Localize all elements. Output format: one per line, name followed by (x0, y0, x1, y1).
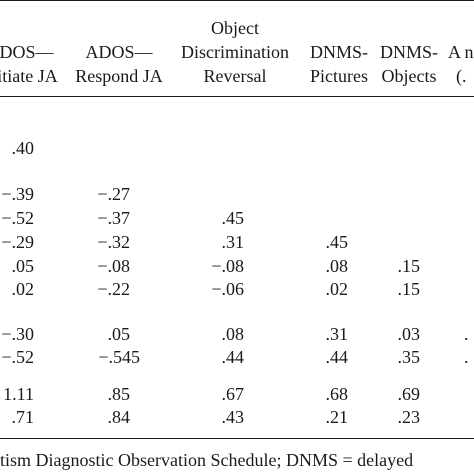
table-cell: −.545 (98, 347, 140, 367)
table-cell: .84 (107, 407, 131, 427)
table-cell: .05 (107, 324, 131, 344)
table-cell: .44 (221, 347, 245, 367)
header-ados-initiate-line-1: ADOS— (0, 42, 54, 62)
table-cell: −.52 (1, 347, 34, 367)
table-cell: .23 (397, 407, 421, 427)
table-cell: .03 (397, 324, 421, 344)
table-cell: .02 (325, 279, 349, 299)
table-cell: .45 (325, 232, 349, 252)
table-cell: −.22 (97, 279, 130, 299)
table-cell: −.29 (1, 232, 34, 252)
header-ados-initiate-line-2: Initiate JA (0, 66, 58, 86)
header-rule (0, 96, 474, 97)
table-cell: .43 (221, 407, 245, 427)
table-cell: −.30 (1, 324, 34, 344)
header-ados-respond-line-2: Respond JA (75, 66, 163, 86)
header-sixth-line-1: A n (448, 42, 474, 62)
table-cell: −.52 (1, 208, 34, 228)
header-object-line-3: Reversal (203, 66, 267, 86)
table-cell: .21 (325, 407, 349, 427)
table-cell: .40 (11, 138, 35, 158)
table-cell: −.32 (97, 232, 130, 252)
table-cell: 1.11 (3, 384, 34, 404)
table-footnote: tism Diagnostic Observation Schedule; DN… (0, 450, 414, 470)
table-cell: .67 (221, 384, 245, 404)
table-cell: −.08 (211, 256, 244, 276)
table-cell: .68 (325, 384, 349, 404)
header-dnms-pictures-line-1: DNMS- (309, 42, 368, 62)
bottom-rule (0, 438, 474, 439)
table-cell: .71 (11, 407, 35, 427)
table-cell: −.37 (97, 208, 130, 228)
header-object-line-1: Object (211, 18, 259, 38)
table-cell: .31 (325, 324, 349, 344)
table-cell: .08 (221, 324, 245, 344)
table-cell: −.06 (211, 279, 244, 299)
table-cell: .15 (397, 256, 421, 276)
table-cell: .08 (325, 256, 349, 276)
header-dnms-pictures-line-2: Pictures (310, 66, 368, 86)
table-cell: .45 (221, 208, 245, 228)
table-cell: .85 (107, 384, 131, 404)
header-object-line-2: Discrimination (181, 42, 289, 62)
header-dnms-objects-line-2: Objects (381, 66, 437, 86)
table-cell: −.27 (97, 184, 130, 204)
table-cell: .44 (325, 347, 349, 367)
header-sixth-line-2: (. (456, 66, 467, 86)
table-cell: . (464, 347, 469, 367)
table-cell: .15 (397, 279, 421, 299)
table-cell: .31 (221, 232, 245, 252)
table-cell: .05 (11, 256, 35, 276)
table-cell: −.08 (97, 256, 130, 276)
header-ados-respond-line-1: ADOS— (85, 42, 153, 62)
table-cell: . (464, 324, 469, 344)
table-cell: .02 (11, 279, 35, 299)
header-dnms-objects-line-1: DNMS- (379, 42, 438, 62)
table-cell: .69 (397, 384, 421, 404)
table-cell: .35 (397, 347, 421, 367)
table-cell: −.39 (1, 184, 34, 204)
top-rule (0, 0, 474, 1)
